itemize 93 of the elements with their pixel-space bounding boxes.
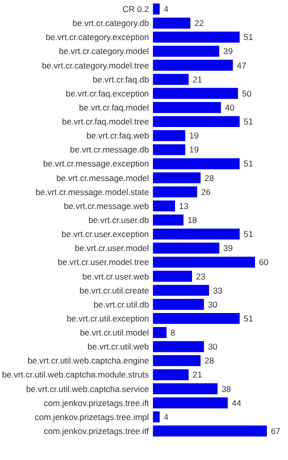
bar [152,4,160,15]
data-label: 19 [189,144,199,155]
y-tick-label: be.vrt.cr.util.exception [66,313,150,324]
y-tick-label: be.vrt.cr.faq.model [79,102,150,112]
data-label: 39 [223,243,233,254]
data-label: 33 [213,285,223,296]
bar [152,284,210,296]
bar [152,158,240,170]
bar [152,312,240,324]
data-label: 30 [208,299,218,310]
y-tick-label: be.vrt.cr.faq.model.tree [62,116,150,127]
bar [152,397,228,408]
y-tick-label: be.vrt.cr.user.exception [62,229,150,240]
y-tick-label: com.jenkov.prizetags.tree.ift [44,398,150,408]
y-tick-label: be.vrt.cr.user.model [74,243,150,254]
data-label: 38 [222,384,232,394]
bar [152,355,201,366]
bar [152,242,220,254]
bar [152,130,186,142]
y-tick-label: be.vrt.cr.util.web.captcha.module.struts [2,370,149,380]
data-label: 51 [244,229,254,240]
y-tick-label: be.vrt.cr.user.model.tree [58,257,150,268]
y-tick-label: com.jenkov.prizetags.tree.itf [44,426,150,436]
bar [152,144,186,156]
data-label: 67 [270,426,281,436]
data-label: 8 [170,328,176,338]
bar [152,88,238,99]
y-tick-label: com.jenkov.prizetags.tree.impl [34,412,150,422]
bar [152,327,167,338]
data-label: 18 [188,215,198,225]
bar [152,383,218,394]
data-label: 23 [196,271,206,282]
y-tick-label: be.vrt.cr.util.web.captcha.engine [27,356,150,366]
data-label: 30 [208,342,218,352]
y-tick-label: be.vrt.cr.faq.exception [66,88,150,98]
y-tick-label: be.vrt.cr.util.create [79,285,150,296]
data-label: 40 [224,102,235,112]
data-label: 51 [244,116,254,127]
bar [152,214,184,226]
data-label: 51 [244,32,254,42]
bar [152,116,240,128]
bar [152,18,190,29]
bar [152,32,240,43]
y-tick-label: be.vrt.cr.message.exception [43,158,150,169]
y-tick-label: be.vrt.cr.util.model [80,328,150,338]
data-label: 44 [232,398,242,408]
y-tick-label: be.vrt.cr.category.model [58,46,150,56]
y-tick-label: be.vrt.cr.category.exception [46,32,150,42]
y-tick-label: be.vrt.cr.util.db [94,299,150,310]
data-label: 21 [192,74,202,84]
data-label: 39 [223,46,233,56]
data-label: 51 [244,158,254,169]
bar [152,186,198,198]
bar [152,200,176,212]
bar [152,341,204,352]
data-label: 47 [236,60,247,70]
y-tick-label: be.vrt.cr.util.web.captcha.service [26,384,150,394]
data-label: 4 [164,412,169,422]
data-label: 60 [258,257,269,268]
y-tick-label: be.vrt.cr.message.model.state [36,186,150,197]
y-tick-label: be.vrt.cr.user.db [88,215,150,225]
bar [152,102,221,113]
data-label: 28 [204,356,214,366]
data-label: 22 [194,18,204,28]
bar [152,46,220,57]
y-tick-label: be.vrt.cr.category.model.tree [42,60,150,70]
data-label: 51 [244,313,254,324]
bar [152,228,240,240]
bar [152,411,160,422]
y-tick-label: be.vrt.cr.message.web [64,200,150,211]
data-label: 19 [189,130,199,141]
bar [152,369,189,380]
data-label: 28 [204,172,214,183]
data-label: 4 [164,4,169,14]
bar [152,74,189,85]
y-tick-label: be.vrt.cr.user.web [82,271,150,282]
y-tick-label: be.vrt.cr.message.db [70,144,150,155]
data-label: 26 [201,186,211,197]
bar [152,60,233,71]
y-tick-label: be.vrt.cr.faq.db [92,74,150,84]
data-label: 21 [192,370,202,380]
data-label: 50 [242,88,252,98]
y-tick-label: be.vrt.cr.util.web [88,342,150,352]
y-tick-label: be.vrt.cr.message.model [56,172,150,183]
y-tick-label: be.vrt.cr.category.db [72,18,150,28]
data-label: 13 [179,200,189,211]
bar [152,425,267,436]
y-tick-label: be.vrt.cr.faq.web [86,130,150,141]
bar [152,172,201,184]
bar [152,256,255,268]
y-tick-label: CR 0.2 [122,4,150,14]
bar [152,270,192,282]
bar [152,298,204,310]
